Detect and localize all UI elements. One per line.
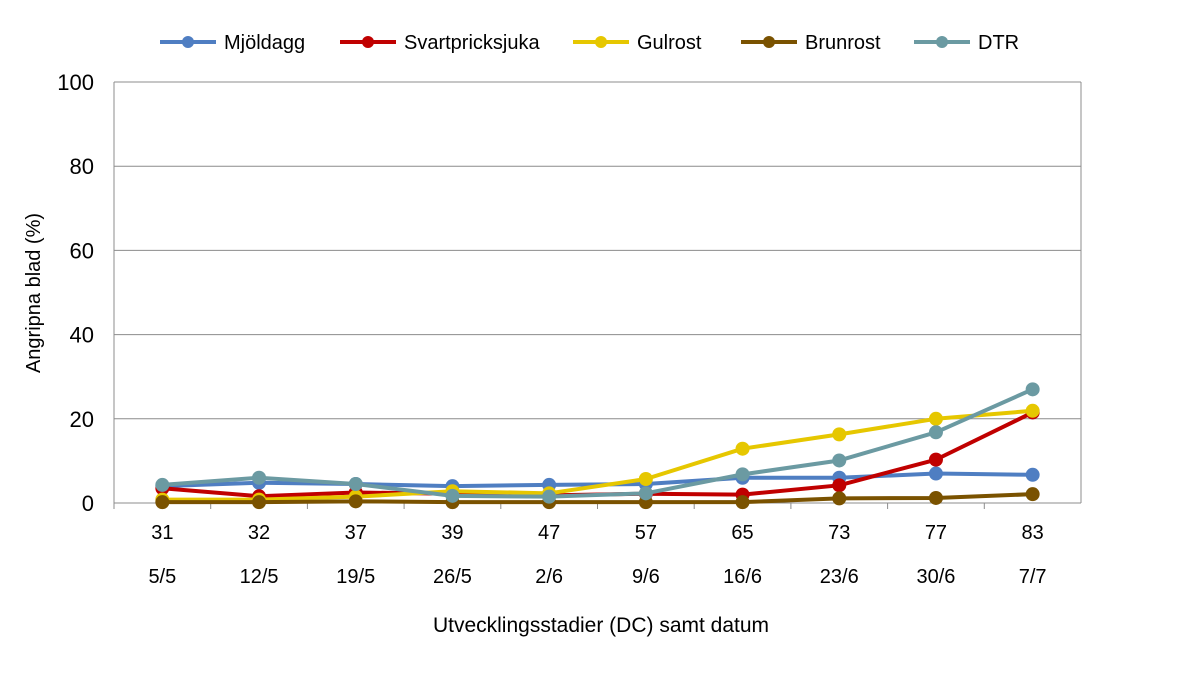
y-tick-label: 20 [70,407,94,432]
x-tick-label-dc: 47 [538,522,560,544]
data-point [928,425,943,440]
y-tick-label: 0 [82,491,94,516]
series-5 [155,382,1040,504]
x-tick-label-dc: 37 [345,522,367,544]
x-tick-label-date: 26/5 [433,566,472,588]
legend-swatch-marker [763,36,775,48]
x-tick-label-dc: 57 [635,522,657,544]
data-point [252,495,267,510]
data-point [928,466,943,481]
data-point [155,495,170,510]
data-point [155,477,170,492]
x-tick-label-dc: 65 [731,522,753,544]
data-point [832,478,847,493]
data-point [252,470,267,485]
data-point [445,488,460,503]
legend: Mjöldagg Svartpricksjuka Gulrost Brunrost DT… [160,32,1019,54]
y-tick-label: 40 [70,323,94,348]
legend-label: Brunrost [805,32,881,54]
legend-entry: DTR [914,32,1019,54]
data-point [832,491,847,506]
data-point [638,472,653,487]
y-tick-label: 100 [57,70,94,95]
y-tick-label: 80 [70,154,94,179]
data-point [348,494,363,509]
legend-label: Svartpricksjuka [404,32,540,54]
gridlines [114,81,1081,420]
legend-label: Gulrost [637,32,702,54]
data-point [928,452,943,467]
data-point [735,441,750,456]
x-tick-label-date: 19/5 [336,566,375,588]
legend-entry: Mjöldagg [160,32,305,54]
legend-swatch-marker [182,36,194,48]
y-axis-label: Angripna blad (%) [23,213,45,373]
data-point [832,427,847,442]
series-lines [155,382,1040,510]
data-point [348,477,363,492]
x-tick-label-date: 9/6 [632,566,660,588]
series-line [160,387,1035,499]
data-point [832,453,847,468]
x-tick-label-date: 2/6 [535,566,563,588]
legend-entry: Svartpricksjuka [340,32,540,54]
legend-swatch-marker [595,36,607,48]
x-tick-label-dc: 77 [925,522,947,544]
x-tick-label-dc: 39 [441,522,463,544]
x-tick-label-dc: 32 [248,522,270,544]
data-point [1025,403,1040,418]
axes: 0 20 40 60 80 100 31 5/5 32 12/5 37 19/5 39 26/5 47 2/6… [57,70,1082,588]
data-point [1025,467,1040,482]
data-point [1025,487,1040,502]
data-point [638,486,653,501]
x-axis-label: Utvecklingsstadier (DC) samt datum [433,614,769,637]
x-tick-label-date: 12/5 [240,566,279,588]
x-tick-label-dc: 83 [1022,522,1044,544]
series-line [160,492,1035,505]
data-point [928,411,943,426]
y-tick-label: 60 [70,238,94,263]
series-line [160,408,1035,502]
x-tick-label-date: 30/6 [916,566,955,588]
data-point [542,489,557,504]
series-2 [155,405,1040,504]
legend-label: Mjöldagg [224,32,305,54]
legend-swatch-marker [362,36,374,48]
x-tick-label-dc: 73 [828,522,850,544]
data-point [928,490,943,505]
legend-label: DTR [978,32,1019,54]
x-tick-label-date: 16/6 [723,566,762,588]
x-tick-label-date: 7/7 [1019,566,1047,588]
x-tick-label-dc: 31 [151,522,173,544]
legend-swatch-marker [936,36,948,48]
data-point [735,467,750,482]
legend-entry: Brunrost [741,32,881,54]
data-point [1025,382,1040,397]
x-tick-label-date: 5/5 [148,566,176,588]
data-point [735,495,750,510]
x-tick-label-date: 23/6 [820,566,859,588]
legend-entry: Gulrost [573,32,702,54]
